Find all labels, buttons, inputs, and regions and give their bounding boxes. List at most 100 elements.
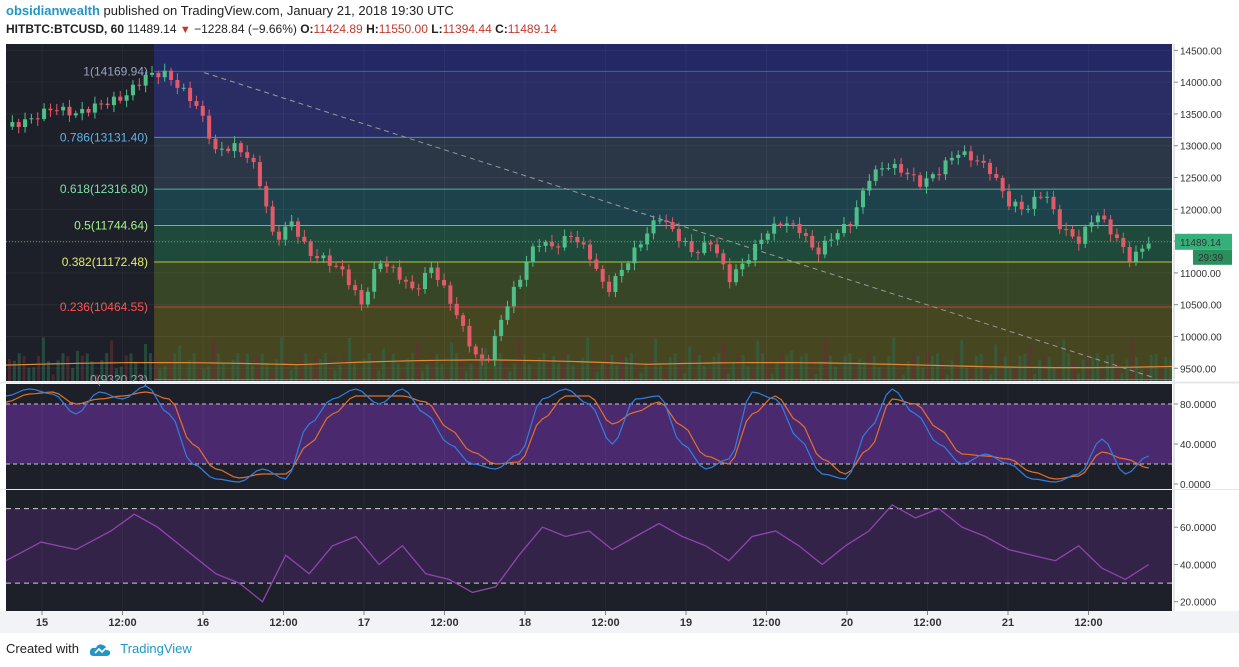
candle-up[interactable] [524, 262, 529, 280]
candle-down[interactable] [676, 229, 681, 242]
candle-up[interactable] [537, 245, 542, 247]
candle-up[interactable] [73, 113, 78, 116]
candle-down[interactable] [778, 223, 783, 226]
candle-down[interactable] [238, 143, 243, 153]
candle-down[interactable] [727, 264, 732, 283]
candle-down[interactable] [442, 280, 447, 286]
candle-down[interactable] [194, 101, 199, 106]
candle-down[interactable] [721, 253, 726, 265]
candle-down[interactable] [156, 72, 161, 78]
candle-down[interactable] [67, 106, 72, 116]
candle-down[interactable] [791, 223, 796, 225]
candle-down[interactable] [581, 242, 586, 245]
candle-down[interactable] [410, 281, 415, 289]
candle-up[interactable] [499, 319, 504, 336]
candle-up[interactable] [943, 160, 948, 175]
candle-up[interactable] [289, 221, 294, 227]
candle-up[interactable] [772, 223, 777, 234]
candle-up[interactable] [29, 118, 34, 120]
candle-down[interactable] [905, 172, 910, 175]
candle-up[interactable] [80, 109, 85, 114]
candle-down[interactable] [54, 110, 59, 112]
candle-down[interactable] [118, 96, 123, 101]
candle-up[interactable] [321, 255, 326, 259]
candle-down[interactable] [1070, 229, 1075, 237]
candle-down[interactable] [708, 242, 713, 245]
symbol-label[interactable]: HITBTC:BTCUSD, 60 [6, 22, 125, 36]
candle-up[interactable] [124, 95, 129, 101]
candle-down[interactable] [1108, 219, 1113, 235]
candle-up[interactable] [23, 119, 28, 127]
candle-up[interactable] [372, 268, 377, 292]
candle-down[interactable] [670, 221, 675, 230]
candle-up[interactable] [1095, 215, 1100, 223]
candle-down[interactable] [911, 174, 916, 176]
candle-up[interactable] [930, 174, 935, 179]
candle-down[interactable] [461, 315, 466, 326]
candle-down[interactable] [695, 252, 700, 254]
candle-down[interactable] [556, 246, 561, 248]
candle-down[interactable] [1007, 191, 1012, 207]
candle-up[interactable] [861, 190, 866, 208]
candle-down[interactable] [334, 265, 339, 267]
candle-up[interactable] [632, 247, 637, 264]
candle-up[interactable] [886, 168, 891, 170]
candle-up[interactable] [746, 260, 751, 264]
candle-up[interactable] [765, 233, 770, 240]
candle-up[interactable] [422, 272, 427, 290]
candle-down[interactable] [987, 162, 992, 175]
candle-down[interactable] [968, 151, 973, 161]
candle-up[interactable] [232, 143, 237, 152]
candle-up[interactable] [784, 223, 789, 226]
candle-down[interactable] [937, 174, 942, 176]
candle-down[interactable] [327, 255, 332, 266]
candle-up[interactable] [702, 242, 707, 254]
candle-up[interactable] [1026, 208, 1031, 210]
candle-down[interactable] [1076, 236, 1081, 244]
candle-up[interactable] [645, 233, 650, 245]
candle-up[interactable] [283, 226, 288, 240]
candle-down[interactable] [308, 241, 313, 257]
candle-down[interactable] [689, 241, 694, 253]
candle-up[interactable] [42, 108, 47, 120]
candle-down[interactable] [213, 138, 218, 150]
candle-down[interactable] [169, 70, 174, 80]
candle-up[interactable] [143, 74, 148, 86]
candle-up[interactable] [962, 151, 967, 155]
candle-up[interactable] [378, 263, 383, 269]
candle-up[interactable] [150, 72, 155, 75]
candle-down[interactable] [994, 174, 999, 179]
candle-down[interactable] [600, 268, 605, 282]
candle-down[interactable] [346, 269, 351, 286]
candle-up[interactable] [1133, 251, 1138, 262]
candle-down[interactable] [105, 103, 110, 106]
candle-down[interactable] [594, 259, 599, 269]
candle-up[interactable] [61, 106, 66, 111]
candle-up[interactable] [130, 84, 135, 96]
candle-down[interactable] [1127, 246, 1132, 262]
candle-down[interactable] [454, 303, 459, 316]
candle-down[interactable] [448, 285, 453, 304]
candle-down[interactable] [416, 288, 421, 290]
candle-up[interactable] [613, 276, 618, 292]
candle-up[interactable] [10, 122, 15, 127]
candle-down[interactable] [137, 84, 142, 86]
candle-down[interactable] [302, 236, 307, 242]
candle-down[interactable] [568, 236, 573, 238]
candle-up[interactable] [219, 148, 224, 150]
candle-down[interactable] [276, 231, 281, 240]
candle-up[interactable] [740, 263, 745, 270]
candle-down[interactable] [188, 87, 193, 102]
candle-down[interactable] [257, 162, 262, 187]
candle-up[interactable] [619, 269, 624, 277]
candle-up[interactable] [530, 246, 535, 263]
candle-up[interactable] [854, 207, 859, 227]
candle-down[interactable] [486, 358, 491, 360]
candle-down[interactable] [473, 346, 478, 355]
candle-down[interactable] [384, 263, 389, 267]
candle-up[interactable] [759, 239, 764, 244]
candle-down[interactable] [1057, 209, 1062, 230]
candle-up[interactable] [924, 178, 929, 187]
candle-up[interactable] [873, 169, 878, 181]
